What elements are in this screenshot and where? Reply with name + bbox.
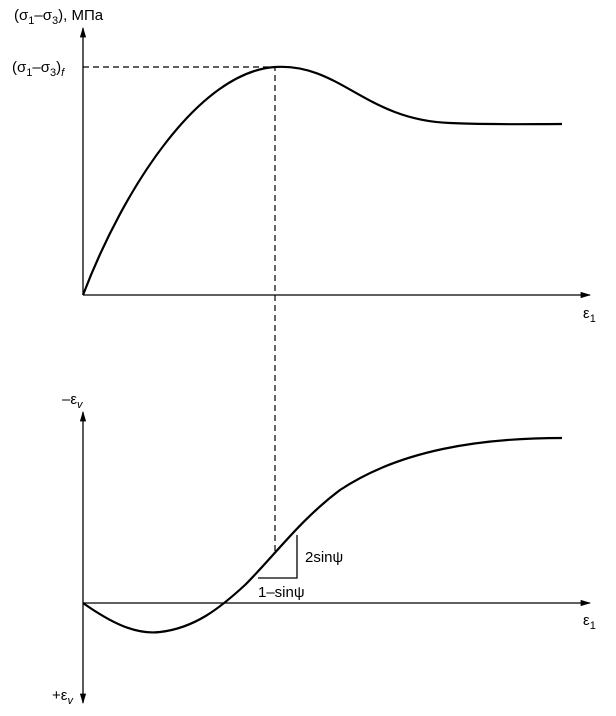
- label-part: –σ: [32, 59, 50, 76]
- subscript: 1: [590, 620, 596, 632]
- stress-curve: [81, 65, 563, 296]
- run-label: 1–sinψ: [258, 584, 305, 601]
- subscript: v: [67, 695, 74, 707]
- x-axis-label: ε1: [583, 612, 596, 632]
- subscript: 1: [590, 313, 596, 325]
- y-axis-label: (σ1–σ3), МПа: [14, 7, 104, 27]
- label-part: –σ: [34, 7, 52, 24]
- y-axis-bottom-label: +εv: [52, 687, 74, 707]
- volume-curve: [82, 436, 563, 634]
- label-part: (σ: [14, 7, 29, 24]
- slope-triangle: [258, 535, 298, 579]
- label-part: ε: [583, 612, 590, 629]
- subscript: f: [61, 67, 65, 79]
- x-axis-label: ε1: [583, 305, 596, 325]
- subscript: 1: [28, 15, 34, 27]
- y-axis-top-label: –εv: [62, 391, 84, 411]
- rise-label: 2sinψ: [305, 549, 343, 566]
- label-part: ε: [583, 305, 590, 322]
- label-part: +ε: [52, 687, 68, 704]
- subscript: 1: [26, 67, 32, 79]
- subscript: 3: [50, 67, 56, 79]
- label-part: ), МПа: [58, 7, 104, 24]
- subscript: 3: [52, 15, 58, 27]
- peak-label: (σ1–σ3)f: [12, 59, 65, 79]
- label-part: –ε: [62, 391, 77, 408]
- label-part: ): [56, 59, 61, 76]
- label-part: (σ: [12, 59, 27, 76]
- subscript: v: [77, 399, 84, 411]
- peak-guide: [83, 66, 276, 555]
